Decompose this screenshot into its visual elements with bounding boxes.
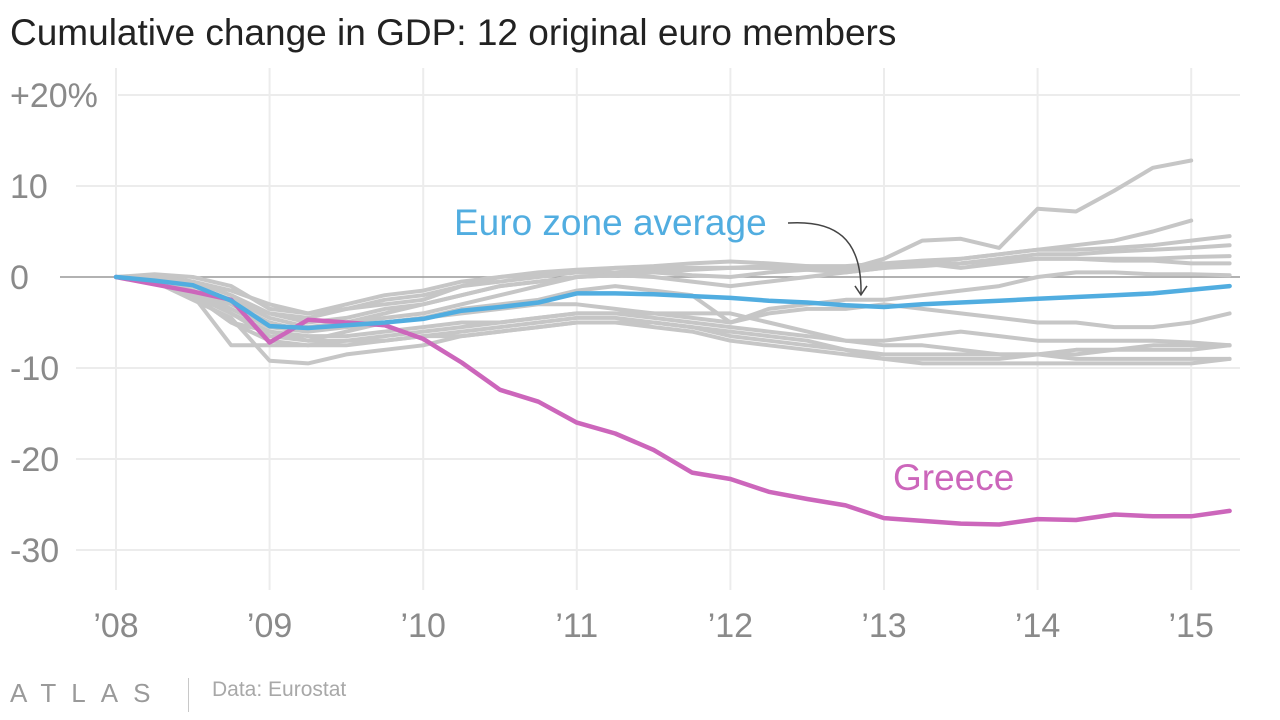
y-tick-label: 0 bbox=[10, 259, 29, 297]
chart-title: Cumulative change in GDP: 12 original eu… bbox=[10, 12, 897, 53]
line-chart: +20% 10 0 -10 -20 -30 ’08 ’09 ’10 ’11 ’12 ’13 ’14 ’1… bbox=[10, 68, 1240, 645]
highlighted-lines bbox=[113, 274, 1232, 527]
y-tick-labels: +20% 10 0 -10 -20 -30 bbox=[10, 77, 98, 570]
greece-label: Greece bbox=[893, 457, 1014, 498]
country-series-line bbox=[114, 234, 1232, 316]
country-series-line bbox=[114, 275, 1232, 334]
x-tick-label: ’11 bbox=[555, 607, 598, 645]
x-tick-label: ’15 bbox=[1169, 607, 1214, 645]
series-annotations: Euro zone average Greece bbox=[454, 202, 1014, 498]
country-series-line bbox=[114, 275, 1232, 361]
country-series-line bbox=[114, 275, 1232, 366]
atlas-logo[interactable]: ATLAS bbox=[10, 678, 166, 708]
x-tick-label: ’13 bbox=[861, 607, 906, 645]
y-tick-label: +20% bbox=[10, 77, 98, 115]
x-tick-label: ’12 bbox=[708, 607, 753, 645]
annotation-arrowhead bbox=[854, 285, 868, 297]
y-tick-label: 10 bbox=[10, 168, 48, 206]
x-tick-label: ’10 bbox=[401, 607, 446, 645]
footer-divider bbox=[188, 678, 189, 712]
annotation-arrow-line bbox=[787, 221, 862, 294]
source-note: Data: Eurostat bbox=[212, 678, 347, 701]
greece-series-line bbox=[113, 274, 1232, 527]
x-tick-label: ’08 bbox=[93, 607, 138, 645]
euro-zone-average-label: Euro zone average bbox=[454, 202, 767, 243]
footer: ATLAS Data: Eurostat bbox=[0, 672, 1280, 712]
y-tick-label: -20 bbox=[10, 441, 59, 479]
euro-zone-average-series-line bbox=[113, 274, 1232, 331]
x-tick-label: ’09 bbox=[247, 607, 292, 645]
x-tick-label: ’14 bbox=[1015, 607, 1060, 645]
x-tick-labels: ’08 ’09 ’10 ’11 ’12 ’13 ’14 ’15 bbox=[93, 607, 1214, 645]
y-tick-label: -30 bbox=[10, 532, 59, 570]
y-tick-label: -10 bbox=[10, 350, 59, 388]
